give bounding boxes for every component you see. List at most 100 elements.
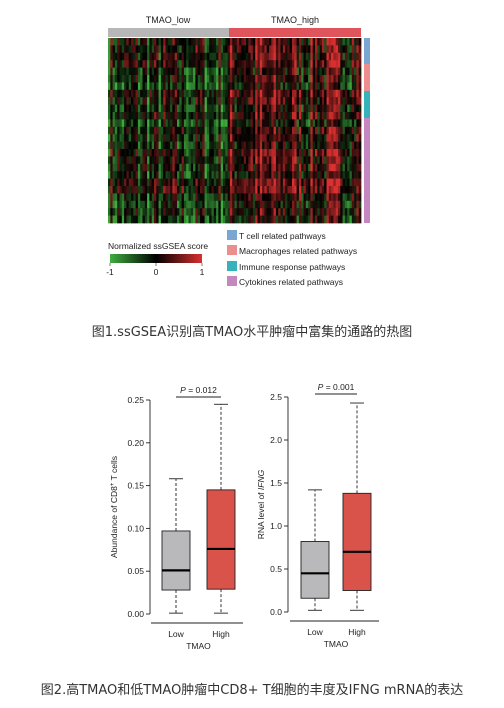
heatmap-cell [209, 186, 212, 194]
heatmap-cell [126, 126, 130, 135]
heatmap-cell [333, 186, 337, 194]
heatmap-cell [160, 60, 164, 68]
heatmap-cell [144, 186, 148, 194]
heatmap-cell [160, 200, 164, 209]
heatmap-cell [117, 52, 120, 61]
heatmap-cell [197, 141, 201, 150]
heatmap-cell [119, 141, 123, 150]
heatmap-cell [163, 134, 166, 142]
heatmap-cell [280, 141, 284, 150]
heatmap-cell [188, 45, 192, 54]
heatmap-cell [165, 134, 169, 142]
heatmap-cell [202, 38, 205, 46]
heatmap-cell [243, 171, 247, 179]
heatmap-cell [264, 178, 268, 187]
heatmap-cell [200, 60, 203, 68]
heatmap-cell [241, 186, 245, 194]
heatmap-cell [211, 82, 215, 91]
heatmap-cell [193, 134, 196, 142]
heatmap-cell [275, 208, 279, 216]
heatmap-cell [351, 52, 355, 61]
heatmap-cell [349, 126, 353, 135]
heatmap-cell [326, 186, 330, 194]
heatmap-cell [218, 119, 222, 128]
heatmap-cell [239, 149, 242, 157]
heatmap-cell [202, 97, 205, 105]
heatmap-cell [229, 134, 233, 142]
heatmap-cell [126, 200, 130, 209]
heatmap-cell [319, 60, 323, 68]
heatmap-cell [324, 75, 327, 83]
heatmap-cell [121, 171, 125, 179]
heatmap-cell [193, 171, 196, 179]
heatmap-cell [229, 60, 233, 68]
heatmap-cell [126, 193, 130, 202]
colorbar-tick-label: 1 [200, 267, 205, 277]
heatmap-cell [296, 163, 300, 172]
heatmap-cell [144, 52, 148, 61]
heatmap-cell [167, 75, 171, 83]
heatmap-cell [144, 163, 148, 172]
heatmap-cell [296, 75, 300, 83]
heatmap-cell [179, 215, 182, 224]
heatmap-cell [126, 171, 130, 179]
heatmap-cell [204, 134, 208, 142]
heatmap-cell [172, 163, 176, 172]
heatmap-cell [305, 208, 309, 216]
heatmap-cell [211, 60, 215, 68]
heatmap-cell [186, 67, 189, 76]
heatmap-cell [188, 126, 192, 135]
heatmap-cell [170, 149, 173, 157]
heatmap-cell [108, 82, 111, 91]
heatmap-cell [195, 38, 199, 46]
heatmap-cell [149, 200, 153, 209]
heatmap-cell [287, 200, 291, 209]
heatmap-cell [165, 67, 169, 76]
heatmap-cell [160, 52, 164, 61]
heatmap-cell [211, 67, 215, 76]
heatmap-cell [108, 104, 111, 113]
heatmap-cell [209, 193, 212, 202]
heatmap-cell [114, 82, 118, 91]
heatmap-cell [349, 104, 353, 113]
heatmap-cell [271, 178, 274, 187]
heatmap-cell [165, 149, 169, 157]
heatmap-cell [124, 75, 127, 83]
heatmap-cell [331, 141, 334, 150]
heatmap-cell [144, 104, 148, 113]
heatmap-cell [282, 75, 286, 83]
heatmap-cell [280, 104, 284, 113]
heatmap-cell [356, 112, 360, 120]
heatmap-cell [137, 171, 141, 179]
heatmap-cell [200, 208, 203, 216]
heatmap-cell [315, 104, 318, 113]
heatmap-cell [216, 156, 219, 165]
heatmap-cell [202, 104, 205, 113]
heatmap-cell [340, 112, 343, 120]
heatmap-cell [296, 186, 300, 194]
heatmap-cell [188, 200, 192, 209]
heatmap-cell [266, 38, 270, 46]
heatmap-cell [216, 215, 219, 224]
heatmap-cell [280, 200, 284, 209]
heatmap-cell [209, 38, 212, 46]
heatmap-cell [241, 89, 245, 98]
heatmap-cell [250, 126, 254, 135]
heatmap-cell [220, 82, 224, 91]
heatmap-cell [312, 156, 316, 165]
heatmap-cell [351, 112, 355, 120]
heatmap-cell [344, 178, 348, 187]
heatmap-cell [308, 126, 311, 135]
heatmap-cell [160, 215, 164, 224]
heatmap-cell [294, 75, 297, 83]
heatmap-cell [289, 112, 293, 120]
heatmap-cell [156, 215, 159, 224]
heatmap-cell [121, 89, 125, 98]
heatmap-cell [239, 75, 242, 83]
heatmap-cell [328, 38, 332, 46]
heatmap-cell [324, 45, 327, 54]
heatmap-cell [121, 97, 125, 105]
heatmap-cell [257, 126, 261, 135]
heatmap-cell [218, 89, 222, 98]
heatmap-cell [135, 60, 139, 68]
